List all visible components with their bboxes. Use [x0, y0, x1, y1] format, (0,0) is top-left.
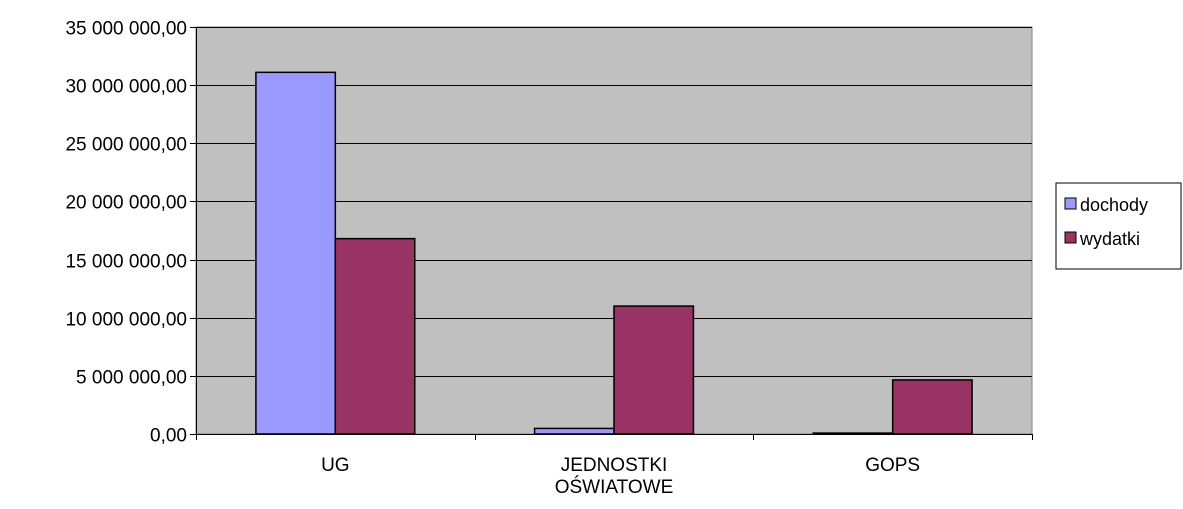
bar-dochody — [533, 427, 615, 435]
legend-label-dochody: dochody — [1080, 195, 1148, 215]
legend-box — [1055, 182, 1182, 270]
x-category-label: UG — [321, 455, 350, 476]
x-category-label: JEDNOSTKI OŚWIATOWE — [555, 455, 674, 498]
y-tick-label: 10 000 000,00 — [65, 310, 187, 331]
bar-wydatki — [613, 305, 695, 435]
legend-label-wydatki: wydatki — [1079, 229, 1140, 249]
legend-swatch-wydatki — [1064, 231, 1077, 244]
y-tick-label: 15 000 000,00 — [65, 252, 187, 273]
y-tick-label: 5 000 000,00 — [76, 368, 187, 389]
y-tick-label: 30 000 000,00 — [65, 77, 187, 98]
x-category-label: GOPS — [865, 455, 920, 476]
legend-swatch-dochody — [1064, 197, 1077, 210]
bar-dochody — [812, 432, 894, 435]
y-tick-label: 25 000 000,00 — [65, 135, 187, 156]
bar-wydatki — [334, 237, 416, 435]
y-tick-label: 0,00 — [150, 426, 187, 447]
legend: dochody wydatki — [1055, 182, 1182, 270]
bar-wydatki — [891, 379, 973, 435]
bar-dochody — [255, 71, 337, 435]
plot-area: 0,00 5 000 000,00 10 000 000,00 15 000 000,… — [65, 19, 1033, 498]
y-tick-label: 20 000 000,00 — [65, 193, 187, 214]
y-tick-label: 35 000 000,00 — [65, 19, 187, 40]
